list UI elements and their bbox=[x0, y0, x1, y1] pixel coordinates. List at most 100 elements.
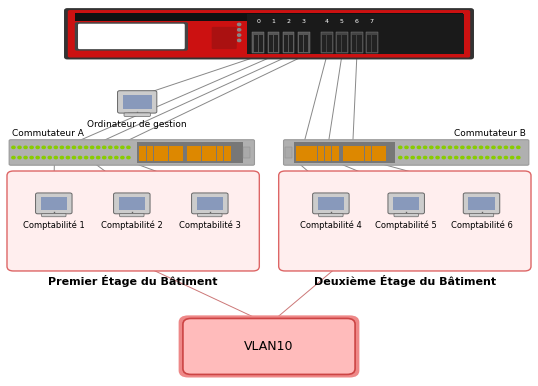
Circle shape bbox=[115, 156, 118, 159]
Bar bbox=[352, 35, 356, 52]
Circle shape bbox=[30, 156, 33, 159]
Bar bbox=[322, 35, 326, 52]
Bar bbox=[123, 95, 152, 109]
Circle shape bbox=[436, 146, 439, 149]
FancyBboxPatch shape bbox=[179, 315, 359, 378]
FancyBboxPatch shape bbox=[9, 140, 254, 165]
FancyBboxPatch shape bbox=[211, 27, 237, 49]
Circle shape bbox=[36, 146, 39, 149]
Circle shape bbox=[30, 146, 33, 149]
Circle shape bbox=[516, 146, 520, 149]
Circle shape bbox=[417, 156, 421, 159]
Text: 5: 5 bbox=[340, 19, 344, 24]
Bar bbox=[317, 197, 344, 210]
Circle shape bbox=[60, 146, 63, 149]
Circle shape bbox=[417, 146, 421, 149]
Bar bbox=[342, 35, 346, 52]
Bar bbox=[187, 146, 194, 161]
FancyBboxPatch shape bbox=[318, 213, 343, 217]
Circle shape bbox=[405, 146, 408, 149]
Bar bbox=[267, 32, 279, 53]
Bar bbox=[40, 197, 67, 210]
Bar bbox=[365, 146, 371, 161]
FancyBboxPatch shape bbox=[388, 193, 424, 214]
Text: Comptabilité 1: Comptabilité 1 bbox=[23, 220, 84, 230]
Bar bbox=[282, 32, 294, 53]
FancyBboxPatch shape bbox=[284, 140, 529, 165]
Circle shape bbox=[461, 146, 464, 149]
Circle shape bbox=[399, 156, 402, 159]
Text: Premier Étage du Bâtiment: Premier Étage du Bâtiment bbox=[48, 275, 218, 287]
Circle shape bbox=[109, 146, 112, 149]
Bar bbox=[310, 146, 317, 161]
Bar bbox=[379, 146, 386, 161]
Circle shape bbox=[467, 146, 470, 149]
Circle shape bbox=[103, 156, 106, 159]
Circle shape bbox=[237, 39, 240, 42]
Circle shape bbox=[12, 146, 15, 149]
Bar bbox=[366, 32, 378, 53]
Bar bbox=[243, 147, 250, 158]
Bar bbox=[176, 146, 183, 161]
Circle shape bbox=[498, 156, 501, 159]
Circle shape bbox=[455, 156, 458, 159]
Bar bbox=[298, 32, 309, 53]
Bar bbox=[253, 35, 258, 52]
Text: 1: 1 bbox=[272, 19, 275, 24]
Circle shape bbox=[97, 156, 100, 159]
Bar bbox=[372, 146, 379, 161]
Circle shape bbox=[399, 146, 402, 149]
Bar bbox=[303, 146, 310, 161]
Bar bbox=[357, 146, 364, 161]
Bar bbox=[327, 35, 331, 52]
Circle shape bbox=[24, 146, 27, 149]
Bar bbox=[209, 146, 216, 161]
Bar bbox=[367, 35, 371, 52]
Bar bbox=[274, 35, 278, 52]
Circle shape bbox=[467, 156, 470, 159]
Circle shape bbox=[461, 156, 464, 159]
Circle shape bbox=[90, 156, 94, 159]
Text: Commutateur B: Commutateur B bbox=[454, 129, 526, 138]
Bar bbox=[317, 146, 324, 161]
Bar bbox=[169, 146, 175, 161]
Bar bbox=[321, 32, 332, 53]
Circle shape bbox=[121, 156, 124, 159]
Text: 7: 7 bbox=[370, 19, 374, 24]
Bar bbox=[332, 146, 339, 161]
Circle shape bbox=[60, 156, 63, 159]
Circle shape bbox=[66, 146, 69, 149]
FancyBboxPatch shape bbox=[394, 213, 419, 217]
Circle shape bbox=[479, 146, 483, 149]
Circle shape bbox=[473, 156, 477, 159]
FancyBboxPatch shape bbox=[7, 171, 259, 271]
Circle shape bbox=[511, 156, 514, 159]
Circle shape bbox=[72, 146, 75, 149]
FancyBboxPatch shape bbox=[192, 193, 228, 214]
Text: 4: 4 bbox=[325, 19, 329, 24]
Circle shape bbox=[442, 146, 445, 149]
Text: 3: 3 bbox=[302, 19, 306, 24]
FancyBboxPatch shape bbox=[279, 171, 531, 271]
Bar bbox=[468, 197, 495, 210]
Circle shape bbox=[423, 156, 427, 159]
Circle shape bbox=[486, 146, 489, 149]
Bar bbox=[196, 197, 223, 210]
FancyBboxPatch shape bbox=[117, 91, 157, 113]
Circle shape bbox=[36, 156, 39, 159]
Text: Comptabilité 4: Comptabilité 4 bbox=[300, 220, 362, 230]
Circle shape bbox=[237, 29, 240, 31]
Text: Deuxième Étage du Bâtiment: Deuxième Étage du Bâtiment bbox=[314, 275, 496, 287]
Bar bbox=[351, 32, 363, 53]
Circle shape bbox=[84, 156, 88, 159]
Bar bbox=[139, 146, 146, 161]
Bar bbox=[137, 142, 243, 163]
Circle shape bbox=[97, 146, 100, 149]
Circle shape bbox=[48, 146, 51, 149]
Circle shape bbox=[486, 156, 489, 159]
Text: 6: 6 bbox=[355, 19, 359, 24]
Circle shape bbox=[479, 156, 483, 159]
Circle shape bbox=[516, 156, 520, 159]
Circle shape bbox=[18, 156, 21, 159]
Circle shape bbox=[492, 146, 495, 149]
